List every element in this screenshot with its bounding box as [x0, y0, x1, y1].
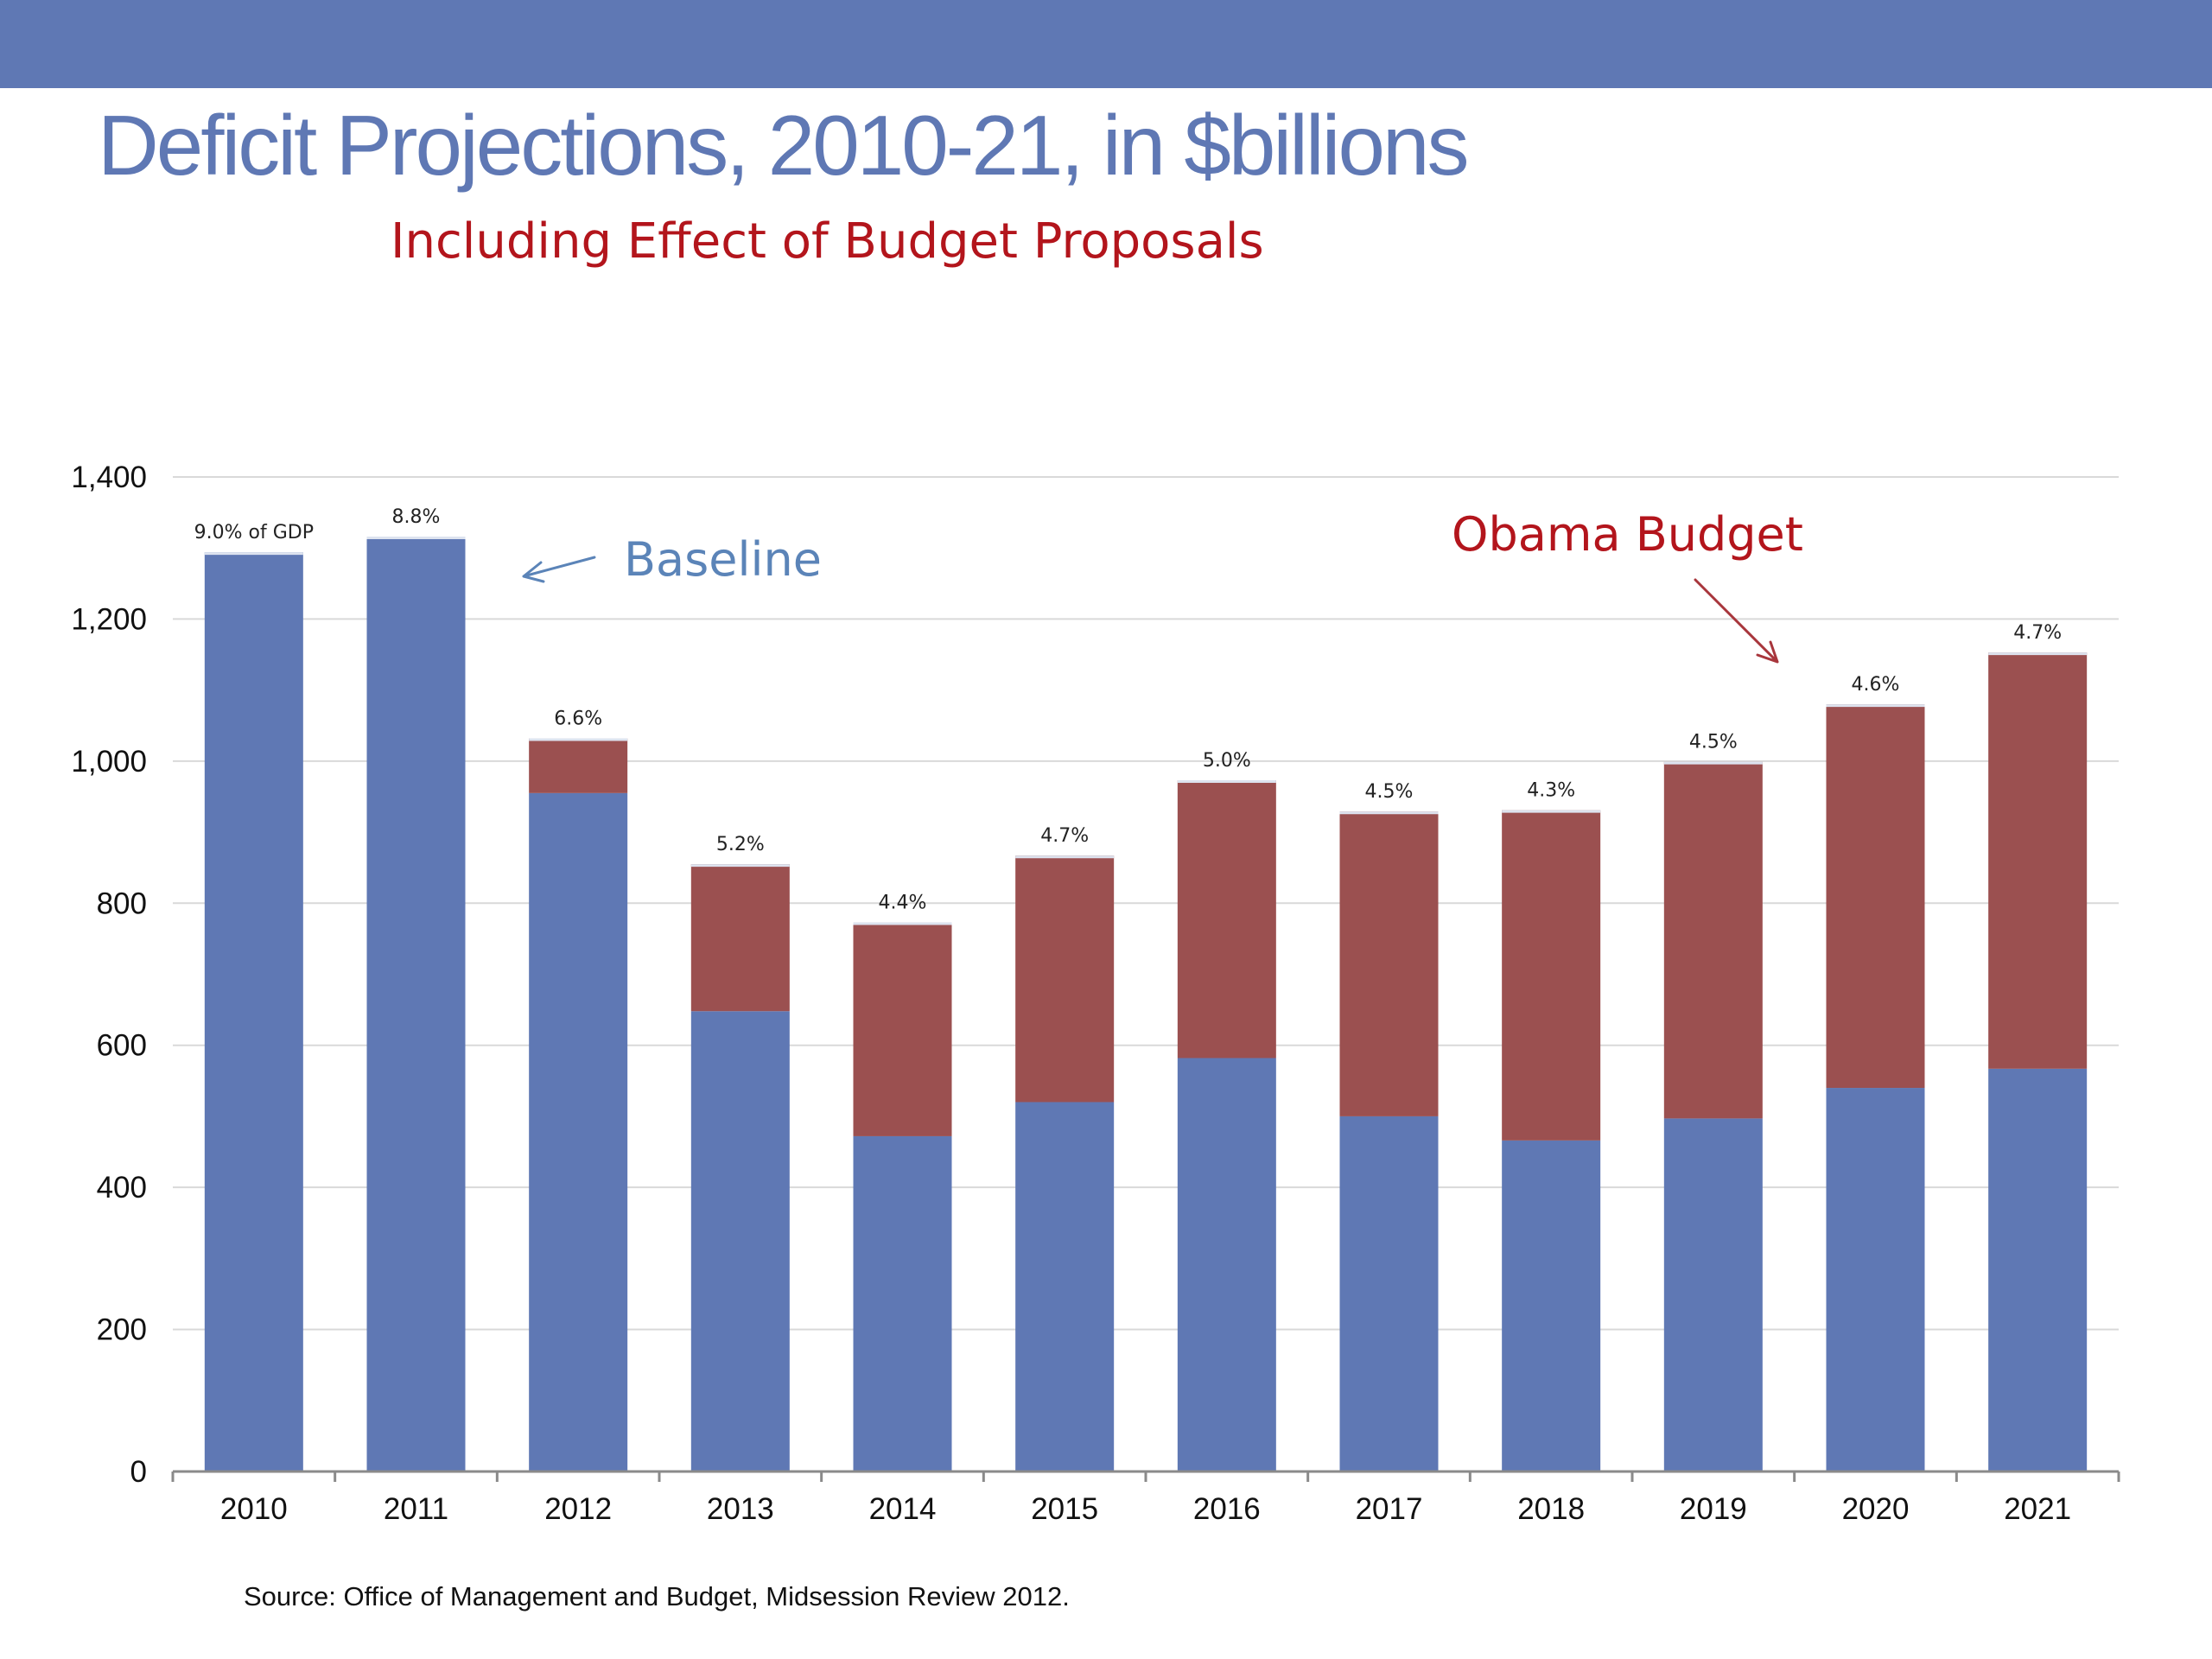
page-title: Deficit Projections, 2010-21, in $billio… — [98, 98, 1469, 193]
header-band — [0, 0, 2212, 88]
x-tick-label-2020: 2020 — [1842, 1492, 1910, 1526]
baseline-arrow — [522, 556, 596, 583]
baseline-bar-2010 — [204, 552, 303, 1471]
baseline-bar-2011 — [366, 537, 466, 1471]
obama-budget-annotation: Obama Budget — [1452, 507, 1803, 562]
baseline-bar-2012 — [529, 792, 628, 1471]
annotations: Baseline Obama Budget — [522, 507, 1803, 664]
x-tick-label-2018: 2018 — [1517, 1492, 1585, 1526]
proposals-bar-2018 — [1502, 810, 1601, 1141]
baseline-bar-2017 — [1339, 1116, 1439, 1471]
y-tick-label: 1,000 — [71, 745, 147, 779]
y-tick-label: 200 — [97, 1313, 147, 1347]
bar-value-label-2021: 4.7% — [2013, 622, 2062, 644]
x-axis — [171, 1470, 2120, 1482]
y-tick-label: 600 — [97, 1029, 147, 1063]
baseline-annotation: Baseline — [624, 532, 822, 587]
bar-value-label-2010: 9.0% of GDP — [194, 522, 314, 543]
baseline-bar-2018 — [1502, 1140, 1601, 1471]
x-tick-label-2017: 2017 — [1356, 1492, 1423, 1526]
proposals-bar-2013 — [690, 864, 790, 1012]
y-tick-label: 0 — [130, 1455, 147, 1489]
y-tick-label: 800 — [97, 887, 147, 920]
x-tick-label-2011: 2011 — [384, 1492, 448, 1526]
x-tick-label-2012: 2012 — [544, 1492, 612, 1526]
baseline-bar-2013 — [690, 1011, 790, 1471]
x-tick-label-2010: 2010 — [220, 1492, 288, 1526]
proposals-bar-2012 — [529, 738, 628, 793]
baseline-bar-2014 — [853, 1135, 952, 1471]
bar-value-label-2013: 5.2% — [716, 834, 765, 855]
gridlines — [173, 476, 2119, 1331]
bar-value-label-2018: 4.3% — [1527, 780, 1575, 802]
y-tick-label: 400 — [97, 1171, 147, 1205]
proposals-bar-2019 — [1663, 761, 1763, 1119]
bar-value-label-2020: 4.6% — [1852, 674, 1900, 696]
chart-subtitle: Including Effect of Budget Proposals — [391, 213, 1264, 270]
baseline-bar-2021 — [1988, 1068, 2088, 1471]
x-tick-label-2014: 2014 — [869, 1492, 937, 1526]
proposals-bar-2016 — [1177, 780, 1276, 1058]
proposals-bar-2021 — [1988, 652, 2088, 1069]
x-tick-label-2015: 2015 — [1031, 1492, 1098, 1526]
proposals-bar-2015 — [1015, 855, 1115, 1103]
proposals-bar-2017 — [1339, 811, 1439, 1116]
baseline-bar-2015 — [1015, 1102, 1115, 1471]
y-tick-label: 1,200 — [71, 602, 147, 636]
x-tick-label-2021: 2021 — [2004, 1492, 2071, 1526]
proposals-bar-2014 — [853, 922, 952, 1136]
bar-value-labels: 9.0% of GDP 8.8% 6.6% 5.2% 4.4% 4.7% 5.0% 4.5% 4… — [194, 506, 2062, 913]
baseline-bar-2019 — [1663, 1118, 1763, 1471]
source-note: Source: Office of Management and Budget,… — [244, 1581, 1070, 1611]
bar-value-label-2011: 8.8% — [392, 506, 441, 528]
x-tick-label-2019: 2019 — [1680, 1492, 1747, 1526]
proposals-bar-2020 — [1826, 704, 1925, 1089]
baseline-bar-2020 — [1826, 1088, 1925, 1471]
y-tick-label: 1,400 — [71, 461, 147, 494]
baseline-bar-2016 — [1177, 1058, 1276, 1471]
bar-value-label-2016: 5.0% — [1203, 750, 1251, 772]
bar-value-label-2014: 4.4% — [879, 892, 927, 913]
x-axis-tick-labels: 2010 2011 2012 2013 2014 2015 2016 2017 2018 2019… — [220, 1492, 2071, 1526]
bar-value-label-2012: 6.6% — [554, 709, 602, 730]
bars — [204, 537, 2088, 1471]
x-tick-label-2016: 2016 — [1193, 1492, 1261, 1526]
x-tick-label-2013: 2013 — [707, 1492, 774, 1526]
bar-value-label-2019: 4.5% — [1689, 732, 1738, 753]
bar-value-label-2015: 4.7% — [1040, 825, 1089, 847]
bar-value-label-2017: 4.5% — [1365, 781, 1414, 803]
obama-budget-arrow — [1694, 578, 1779, 664]
y-axis-tick-labels: 0 200 400 600 800 1,000 1,200 1,400 — [71, 461, 147, 1489]
